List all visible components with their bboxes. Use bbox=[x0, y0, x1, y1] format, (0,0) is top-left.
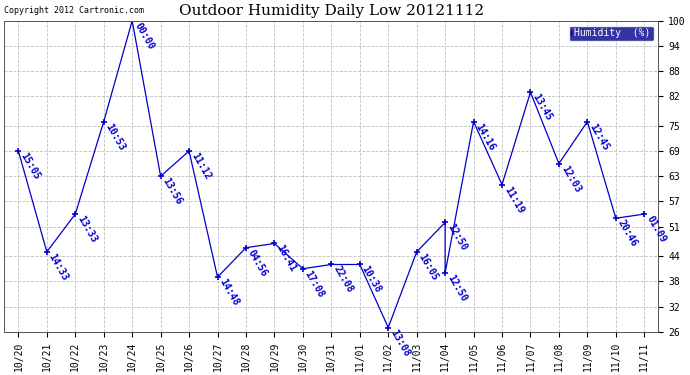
Text: 10:38: 10:38 bbox=[359, 264, 383, 295]
Text: 01:09: 01:09 bbox=[644, 214, 668, 244]
Text: Copyright 2012 Cartronic.com: Copyright 2012 Cartronic.com bbox=[4, 6, 144, 15]
Text: 14:48: 14:48 bbox=[217, 277, 241, 308]
Text: 13:56: 13:56 bbox=[161, 176, 184, 207]
Text: 04:56: 04:56 bbox=[246, 248, 269, 278]
Text: 11:19: 11:19 bbox=[502, 184, 525, 215]
Text: 12:50: 12:50 bbox=[445, 222, 469, 253]
Text: 16:41: 16:41 bbox=[275, 243, 298, 274]
Text: 13:33: 13:33 bbox=[75, 214, 99, 244]
Text: 11:12: 11:12 bbox=[189, 151, 213, 182]
Text: 17:08: 17:08 bbox=[303, 269, 326, 299]
Text: 12:50: 12:50 bbox=[445, 273, 469, 303]
Text: 13:08: 13:08 bbox=[388, 327, 411, 358]
Text: 13:45: 13:45 bbox=[531, 92, 554, 123]
Text: 00:00: 00:00 bbox=[132, 21, 155, 51]
Legend: Humidity  (%): Humidity (%) bbox=[569, 26, 653, 41]
Text: 20:46: 20:46 bbox=[615, 218, 639, 249]
Text: 15:05: 15:05 bbox=[19, 151, 41, 182]
Text: 14:33: 14:33 bbox=[47, 252, 70, 282]
Title: Outdoor Humidity Daily Low 20121112: Outdoor Humidity Daily Low 20121112 bbox=[179, 4, 484, 18]
Text: 10:53: 10:53 bbox=[104, 122, 127, 152]
Text: 16:05: 16:05 bbox=[417, 252, 440, 282]
Text: 22:08: 22:08 bbox=[331, 264, 355, 295]
Text: 12:03: 12:03 bbox=[559, 164, 582, 194]
Text: 14:16: 14:16 bbox=[473, 122, 497, 152]
Text: 12:45: 12:45 bbox=[587, 122, 611, 152]
